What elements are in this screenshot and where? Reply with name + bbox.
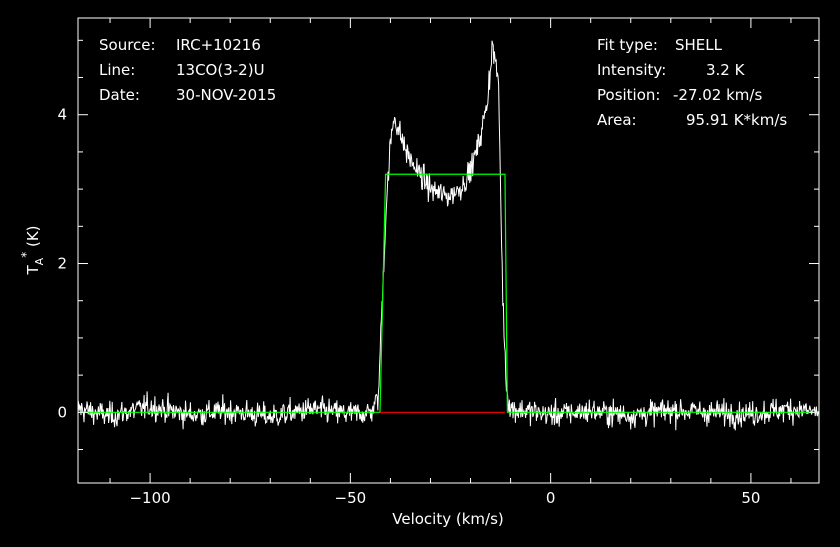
date-value: 30-NOV-2015 — [176, 86, 276, 104]
y-axis-label: TA* (K) — [19, 225, 46, 275]
x-tick-label: 50 — [741, 489, 760, 507]
plot-frame — [77, 17, 820, 484]
position-value: -27.02 km/s — [673, 86, 762, 104]
fit-type-label: Fit type: — [597, 36, 658, 54]
x-tick-label: −100 — [129, 489, 170, 507]
position-label: Position: — [597, 86, 660, 104]
x-tick-label: 0 — [546, 489, 556, 507]
y-axis-label-units: (K) — [24, 225, 42, 251]
axis-ticks: −100 −50 0 50 0 2 4 — [57, 18, 819, 507]
spectrum-trace — [77, 40, 820, 431]
date-label: Date: — [99, 86, 140, 104]
area-value: 95.91 K*km/s — [686, 111, 787, 129]
intensity-label: Intensity: — [597, 61, 666, 79]
x-tick-label: −50 — [335, 489, 367, 507]
y-tick-label: 2 — [57, 255, 67, 273]
y-tick-label: 0 — [57, 403, 67, 421]
y-axis-label-t: T — [24, 265, 42, 276]
y-tick-label: 4 — [57, 106, 67, 124]
shell-fit-line — [78, 173, 819, 413]
source-label: Source: — [99, 36, 156, 54]
fit-type-value: SHELL — [675, 36, 723, 54]
svg-text:TA* (K): TA* (K) — [19, 225, 46, 275]
area-label: Area: — [597, 111, 637, 129]
y-axis-label-sup: * — [19, 252, 33, 258]
x-axis-label: Velocity (km/s) — [392, 510, 503, 528]
source-value: IRC+10216 — [176, 36, 261, 54]
y-axis-label-sub: A — [33, 257, 46, 265]
plot-traces — [77, 40, 820, 431]
intensity-value: 3.2 K — [706, 61, 746, 79]
line-label: Line: — [99, 61, 135, 79]
line-value: 13CO(3-2)U — [176, 61, 265, 79]
